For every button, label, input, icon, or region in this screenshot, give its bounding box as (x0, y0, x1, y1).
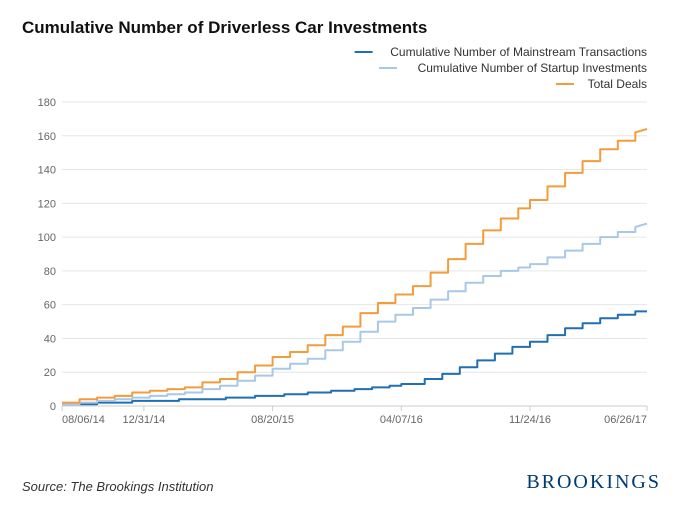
chart-title: Cumulative Number of Driverless Car Inve… (22, 18, 661, 38)
x-axis-label: 11/24/16 (509, 414, 551, 426)
y-axis-label: 160 (38, 131, 56, 143)
y-axis-label: 20 (44, 367, 56, 379)
series-startup (62, 224, 647, 405)
y-axis-label: 120 (38, 198, 56, 210)
y-axis-label: 100 (38, 232, 56, 244)
legend-label-startup: Cumulative Number of Startup Investments (418, 61, 647, 75)
y-axis-label: 40 (44, 333, 56, 345)
y-axis-label: 140 (38, 165, 56, 177)
legend: Cumulative Number of Mainstream Transact… (355, 45, 647, 91)
x-axis-label: 12/31/14 (122, 414, 165, 426)
y-axis-label: 80 (44, 266, 56, 278)
brookings-logo: BROOKINGS (526, 471, 661, 494)
y-axis-label: 180 (38, 97, 56, 109)
y-axis-label: 60 (44, 300, 56, 312)
x-axis-label: 08/06/14 (62, 414, 105, 426)
legend-label-mainstream: Cumulative Number of Mainstream Transact… (390, 45, 647, 59)
x-axis-label: 06/26/17 (604, 414, 647, 426)
chart-container: Cumulative Number of Driverless Car Inve… (0, 0, 683, 508)
x-axis-label: 08/20/15 (251, 414, 294, 426)
line-chart-svg: 0 20 40 60 80 100 120 140 160 180 08/06/14 12/31/14… (22, 44, 661, 432)
source-attribution: Source: The Brookings Institution (22, 479, 214, 494)
chart-plot-area: 0 20 40 60 80 100 120 140 160 180 08/06/14 12/31/14… (22, 44, 661, 455)
legend-label-total: Total Deals (588, 77, 647, 91)
chart-footer: Source: The Brookings Institution BROOKI… (22, 465, 661, 494)
y-axis-label: 0 (50, 401, 56, 413)
x-axis-label: 04/07/16 (380, 414, 423, 426)
